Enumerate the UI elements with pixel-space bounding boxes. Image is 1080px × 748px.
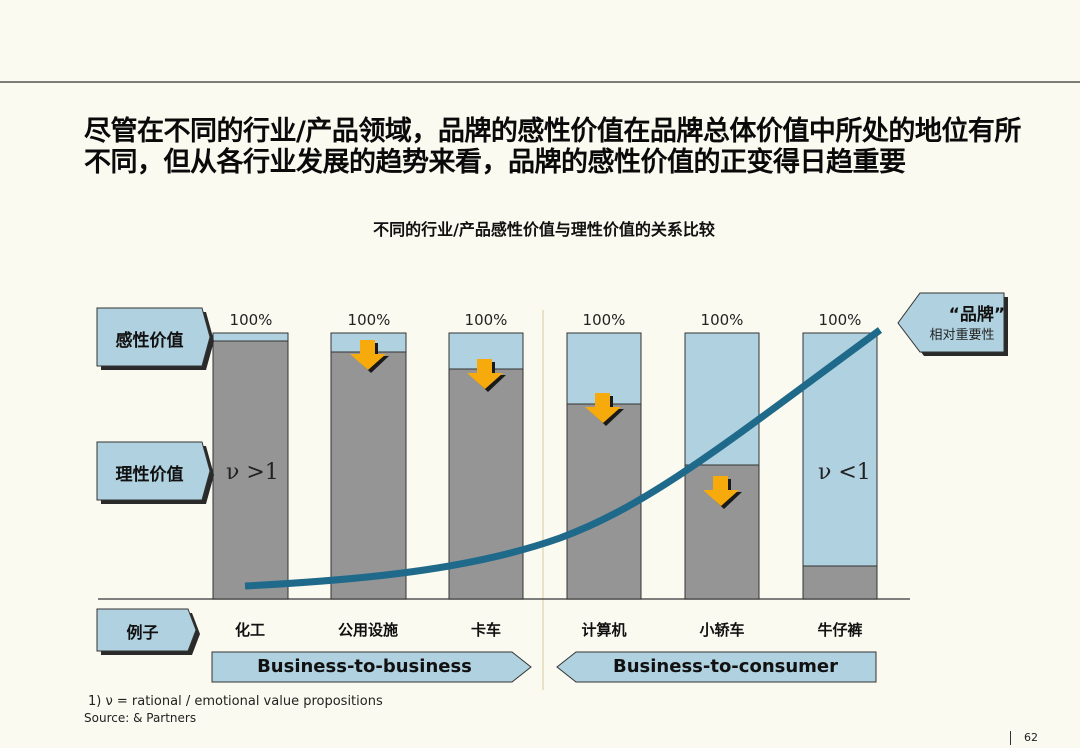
- bar-total-label: 100%: [347, 311, 391, 329]
- tag-rational: [96, 441, 214, 504]
- b2c-label: Business-to-consumer: [613, 656, 838, 677]
- chart-title-text: 不同的行业/产品感性价值与理性价值的关系比较: [373, 220, 715, 239]
- bar-total-label: 100%: [229, 311, 273, 329]
- footnote: 1) ν = rational / emotional value propos…: [88, 694, 383, 709]
- bar-total-label: 100%: [582, 311, 626, 329]
- slide-headline: 尽管在不同的行业/产品领域，品牌的感性价值在品牌总体价值中所处的地位有所不同，但…: [84, 116, 1021, 178]
- page-number-divider: [1010, 731, 1011, 745]
- category-label: 计算机: [581, 621, 627, 639]
- row-label-rational: 理性价值: [115, 465, 184, 485]
- tag-emotional: [96, 307, 214, 370]
- ratio-annotation-right: ν <1: [818, 460, 871, 485]
- top-divider: [0, 81, 1080, 83]
- chart-title: 不同的行业/产品感性价值与理性价值的关系比较: [0, 216, 1080, 240]
- bar-total-label: 100%: [818, 311, 862, 329]
- brand-importance-curve: [244, 327, 883, 590]
- brand-callout: [897, 292, 1008, 356]
- bar-computers: [566, 332, 642, 600]
- ratio-annotation-left: ν >1: [226, 460, 279, 485]
- b2b-label: Business-to-business: [257, 656, 472, 677]
- source-note: Source: & Partners: [84, 711, 197, 725]
- category-label: 公用设施: [337, 621, 398, 639]
- bar-total-label: 100%: [464, 311, 508, 329]
- category-label: 化工: [234, 621, 265, 639]
- category-label: 卡车: [470, 621, 501, 639]
- b2c-band: [556, 651, 877, 683]
- bar-chemicals: [212, 332, 289, 600]
- brand-callout-subtitle: 相对重要性: [929, 328, 995, 343]
- b2b-band: [211, 651, 532, 683]
- category-label: 牛仔裤: [817, 621, 863, 639]
- category-label: 小轿车: [699, 621, 745, 639]
- row-label-emotional: 感性价值: [115, 331, 184, 351]
- page-number: 62: [1024, 731, 1038, 744]
- row-label-examples: 例子: [126, 623, 159, 642]
- bar-utilities: [330, 332, 407, 600]
- tag-examples: [96, 608, 200, 655]
- bar-total-label: 100%: [700, 311, 744, 329]
- brand-callout-title: “品牌”: [948, 305, 1005, 325]
